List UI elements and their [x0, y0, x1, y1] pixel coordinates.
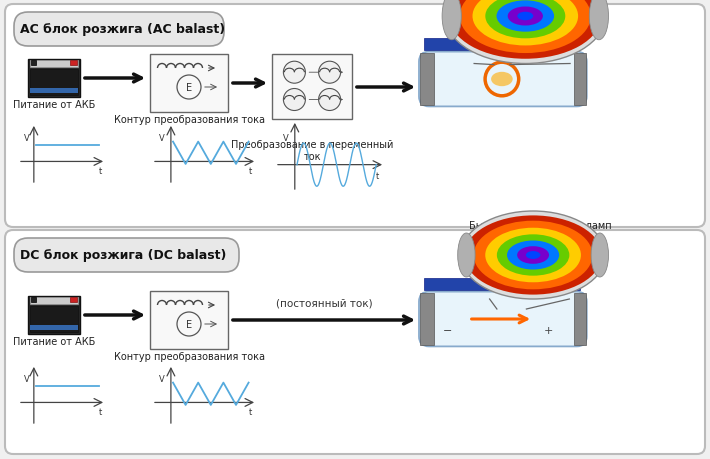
- Text: +: +: [544, 326, 553, 336]
- Text: Контур преобразования тока: Контур преобразования тока: [114, 115, 265, 125]
- Text: V: V: [159, 134, 165, 143]
- Text: −: −: [442, 326, 452, 336]
- Ellipse shape: [442, 0, 462, 41]
- FancyBboxPatch shape: [5, 230, 705, 454]
- FancyBboxPatch shape: [419, 52, 586, 107]
- Circle shape: [177, 76, 201, 100]
- Text: V: V: [24, 375, 30, 384]
- Bar: [574, 54, 586, 106]
- Ellipse shape: [591, 234, 608, 277]
- Ellipse shape: [472, 0, 578, 46]
- Circle shape: [177, 312, 201, 336]
- Bar: [28, 60, 80, 98]
- Ellipse shape: [491, 73, 513, 87]
- Text: t: t: [99, 166, 102, 175]
- Bar: [30, 306, 78, 332]
- Bar: [30, 89, 78, 94]
- Bar: [28, 297, 80, 334]
- Bar: [70, 61, 77, 66]
- FancyBboxPatch shape: [14, 239, 239, 272]
- Circle shape: [319, 90, 341, 111]
- FancyBboxPatch shape: [5, 5, 705, 228]
- Text: E: E: [186, 83, 192, 93]
- Ellipse shape: [496, 1, 554, 33]
- Ellipse shape: [464, 216, 602, 295]
- FancyBboxPatch shape: [419, 292, 586, 347]
- Bar: [424, 39, 580, 51]
- Bar: [30, 297, 78, 304]
- Bar: [574, 293, 586, 346]
- Bar: [272, 55, 352, 120]
- Circle shape: [319, 62, 341, 84]
- Text: t: t: [99, 407, 102, 416]
- Text: t: t: [248, 166, 252, 175]
- Text: V: V: [159, 375, 165, 384]
- Text: E: E: [186, 319, 192, 329]
- Text: t: t: [376, 171, 379, 180]
- Ellipse shape: [459, 0, 591, 54]
- Bar: [30, 70, 78, 96]
- Text: Быстрое перегорание ламп: Быстрое перегорание ламп: [469, 220, 611, 230]
- Ellipse shape: [449, 0, 601, 60]
- Bar: [150, 55, 228, 113]
- Ellipse shape: [474, 221, 593, 290]
- Ellipse shape: [589, 0, 608, 41]
- Bar: [31, 297, 36, 302]
- Bar: [70, 297, 77, 302]
- Ellipse shape: [526, 252, 540, 259]
- Ellipse shape: [507, 241, 559, 270]
- Ellipse shape: [461, 212, 606, 299]
- Ellipse shape: [486, 0, 565, 39]
- Ellipse shape: [445, 0, 606, 64]
- Text: DC блок розжига (DC balast): DC блок розжига (DC balast): [20, 249, 226, 262]
- Bar: [420, 293, 434, 346]
- Bar: [420, 54, 434, 106]
- Bar: [30, 325, 78, 330]
- Bar: [150, 291, 228, 349]
- Bar: [31, 61, 36, 66]
- Text: AC блок розжига (AC balast): AC блок розжига (AC balast): [20, 23, 225, 36]
- Ellipse shape: [518, 13, 533, 21]
- Text: (постоянный ток): (постоянный ток): [275, 298, 372, 308]
- Text: t: t: [248, 407, 252, 416]
- Ellipse shape: [485, 228, 581, 283]
- Ellipse shape: [458, 234, 475, 277]
- FancyBboxPatch shape: [14, 13, 224, 47]
- Text: V: V: [283, 134, 288, 143]
- Circle shape: [283, 62, 305, 84]
- Ellipse shape: [508, 7, 543, 27]
- Ellipse shape: [517, 246, 549, 264]
- Text: Питание от АКБ: Питание от АКБ: [13, 336, 95, 346]
- Ellipse shape: [497, 235, 569, 276]
- Text: Преобразование в переменный
ток: Преобразование в переменный ток: [231, 140, 393, 161]
- Text: Контур преобразования тока: Контур преобразования тока: [114, 351, 265, 361]
- Bar: [424, 279, 580, 291]
- Text: Питание от АКБ: Питание от АКБ: [13, 100, 95, 110]
- Bar: [30, 61, 78, 68]
- Circle shape: [283, 90, 305, 111]
- Text: V: V: [24, 134, 30, 143]
